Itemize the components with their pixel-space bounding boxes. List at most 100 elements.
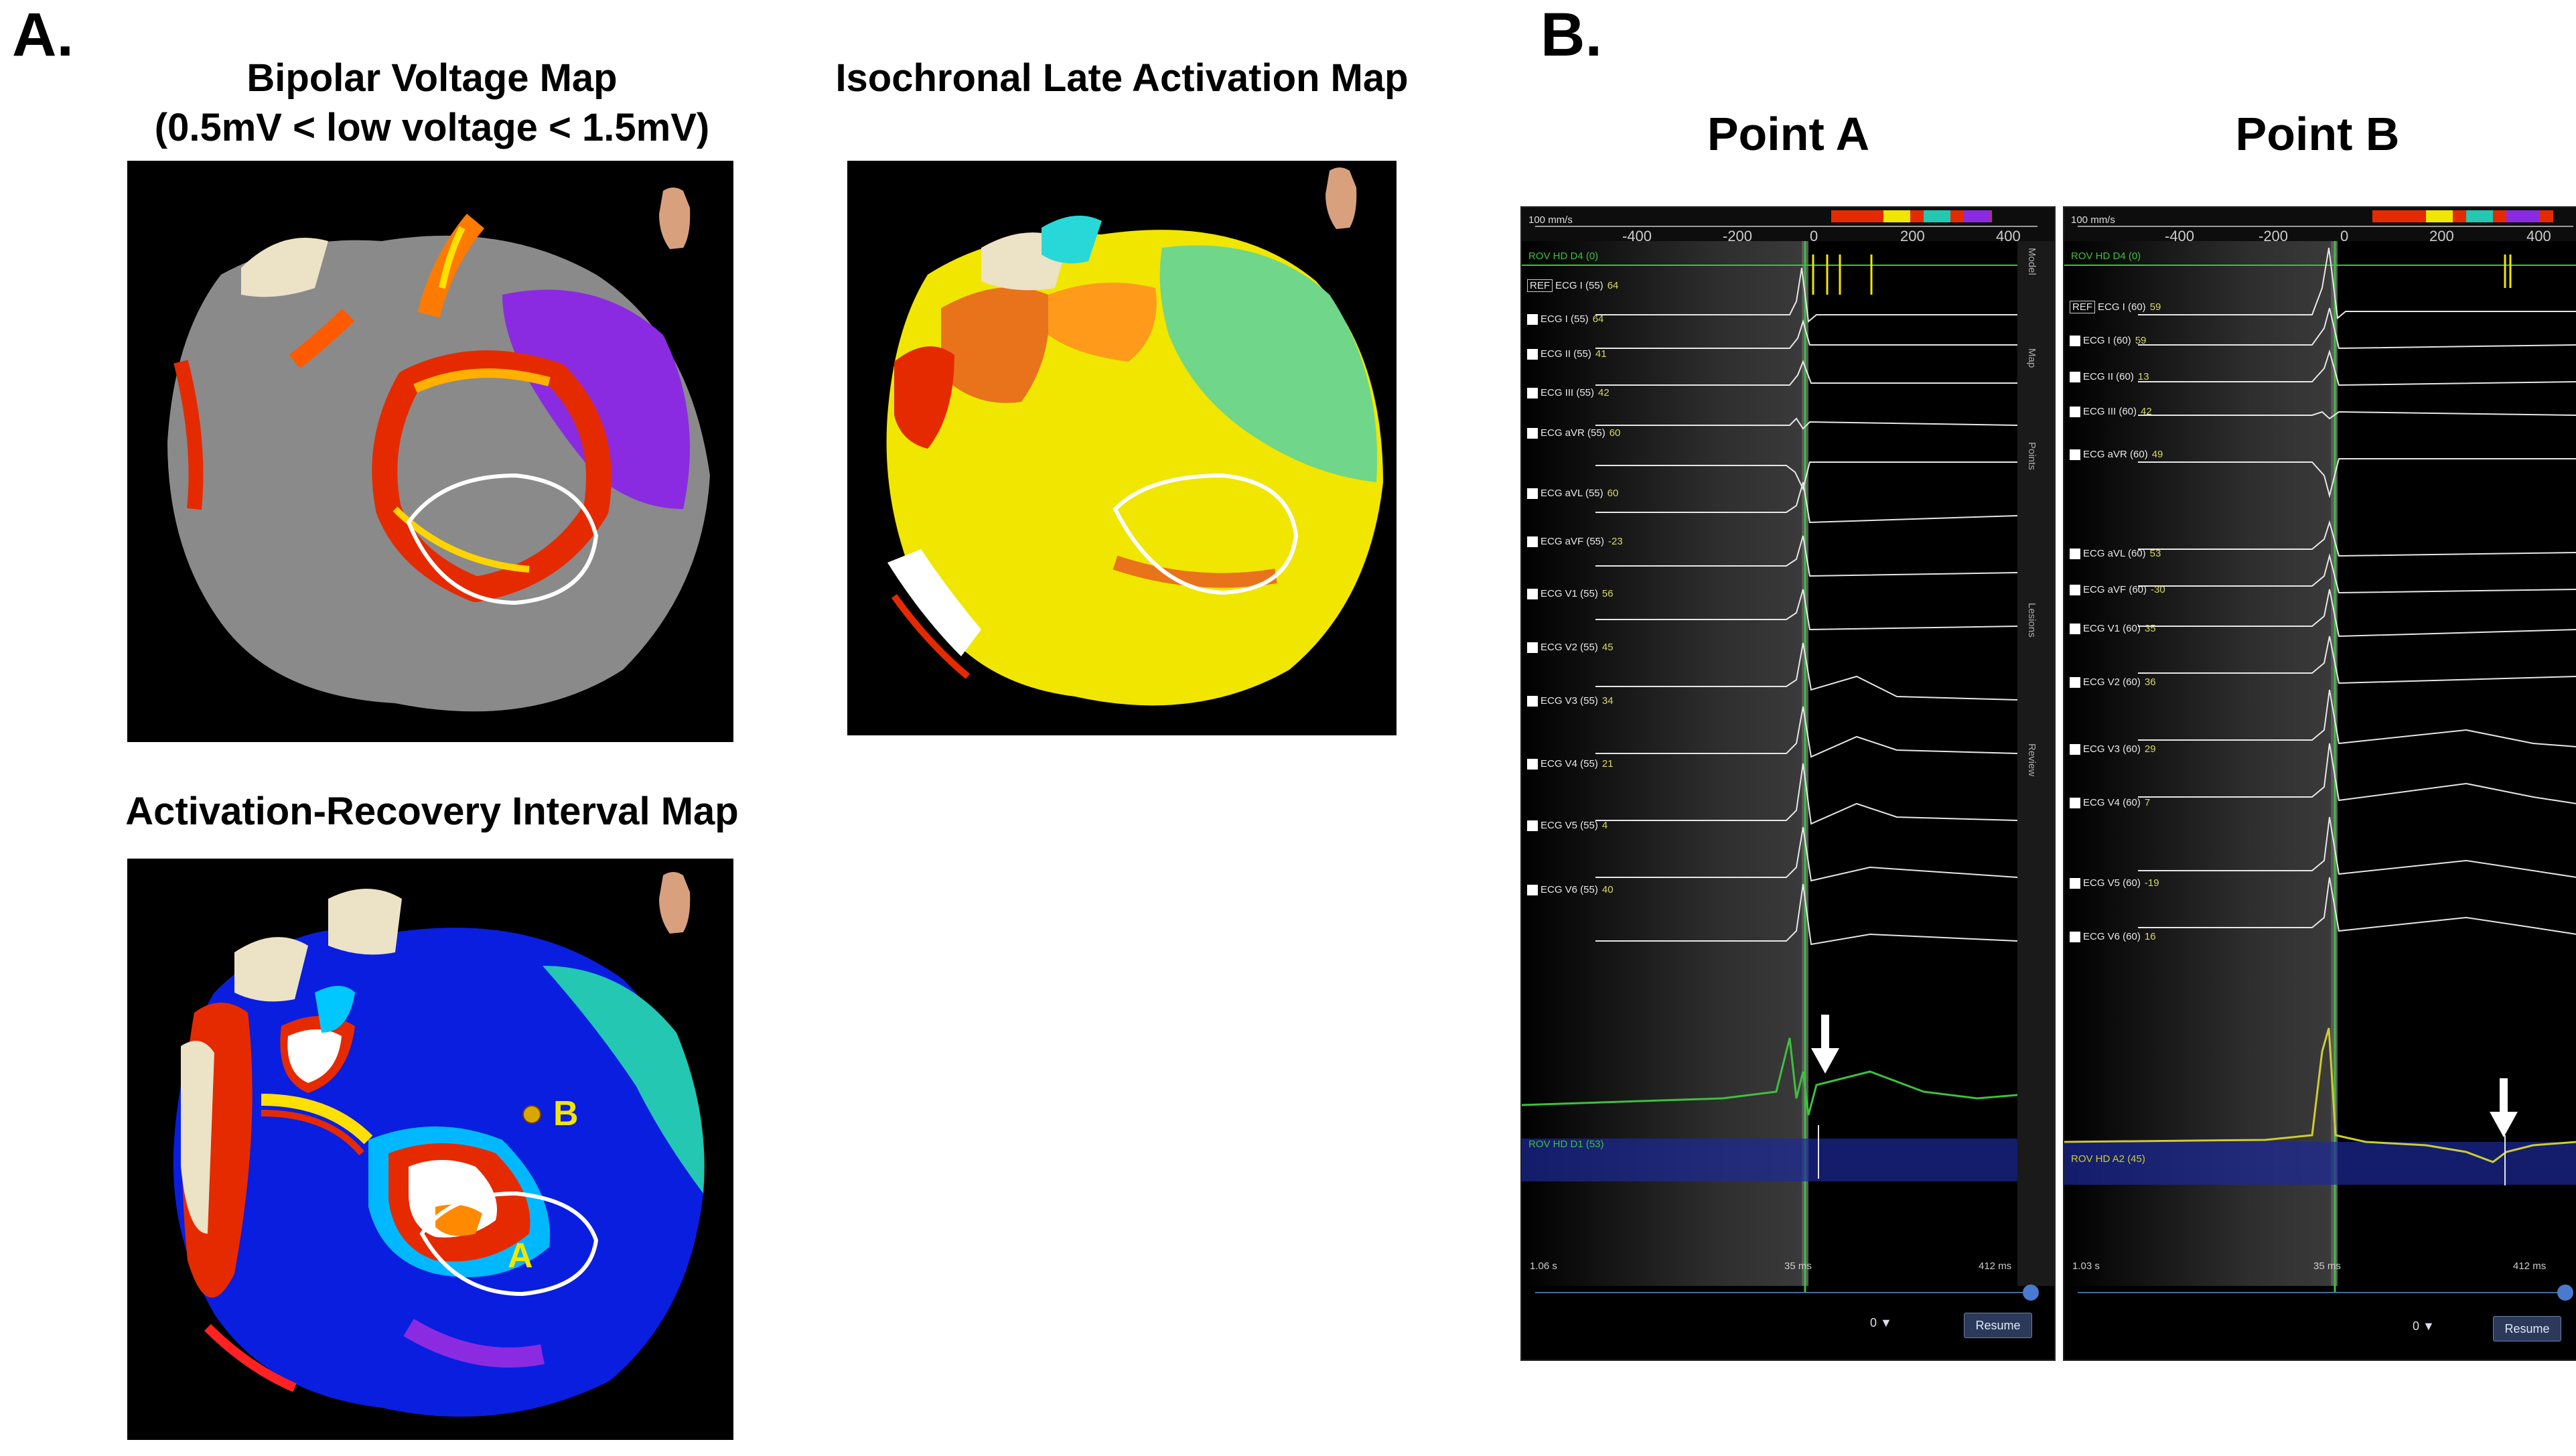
tick-a-0: -400 <box>1622 228 1652 244</box>
side-tab-map[interactable]: Map <box>2026 348 2037 368</box>
lead-value: 53 <box>2149 548 2161 559</box>
checkbox[interactable] <box>2070 585 2080 596</box>
torso-icon <box>1326 167 1357 229</box>
checkbox[interactable] <box>1527 696 1538 707</box>
lead-b-0[interactable]: REF ECG I (60) 59 <box>2070 301 2161 313</box>
bipolar-trace-point-b <box>2064 1027 2576 1163</box>
panel-a-letter: A. <box>12 1 74 69</box>
lead-b-10[interactable]: ECG V4 (60) 7 <box>2070 797 2150 809</box>
lead-b-9[interactable]: ECG V3 (60) 29 <box>2070 743 2156 755</box>
side-tab-model[interactable]: Model <box>2026 248 2037 275</box>
lead-b-5[interactable]: ECG aVL (60) 53 <box>2070 548 2161 560</box>
checkbox[interactable] <box>1527 536 1538 548</box>
lead-name: ECG I (60) <box>2083 335 2131 346</box>
lead-b-6[interactable]: ECG aVF (60) -30 <box>2070 584 2165 596</box>
lead-value: 34 <box>1601 695 1614 707</box>
lead-b-2[interactable]: ECG II (60) 13 <box>2070 371 2149 383</box>
lead-a-6[interactable]: ECG aVF (55) -23 <box>1527 536 1623 548</box>
lead-a-10[interactable]: ECG V4 (55) 21 <box>1527 758 1614 770</box>
lead-a-9[interactable]: ECG V3 (55) 34 <box>1527 695 1614 707</box>
tick-a-1: -200 <box>1723 228 1753 244</box>
ari-map-title: Activation-Recovery Interval Map <box>125 790 739 833</box>
voltage-map-title-line2: (0.5mV < low voltage < 1.5mV) <box>154 106 710 149</box>
checkbox[interactable] <box>2070 744 2080 755</box>
lead-b-8[interactable]: ECG V2 (60) 36 <box>2070 676 2156 688</box>
speed-label-a: 100 mm/s <box>1528 214 1573 226</box>
resume-button-a[interactable]: Resume <box>1964 1313 2032 1338</box>
side-tab-points[interactable]: Points <box>2026 442 2037 470</box>
time-mid-a: 35 ms <box>1784 1260 1812 1272</box>
side-tab-lesions[interactable]: Lesions <box>2026 603 2037 638</box>
lead-name: ECG III (55) <box>1541 387 1595 398</box>
resume-button-b[interactable]: Resume <box>2493 1316 2561 1341</box>
lead-a-2[interactable]: ECG II (55) 41 <box>1527 348 1607 360</box>
top-label-b: ROV HD D4 (0) <box>2071 250 2141 262</box>
lead-name: ECG V2 (55) <box>1541 642 1598 653</box>
tick-a-4: 400 <box>1996 228 2021 244</box>
lead-name: ECG aVF (55) <box>1541 536 1605 547</box>
lead-a-3[interactable]: ECG III (55) 42 <box>1527 387 1609 399</box>
checkbox[interactable] <box>1527 642 1538 654</box>
checkbox[interactable] <box>1527 820 1538 832</box>
ari-map-image: B A <box>127 859 733 1440</box>
lead-b-7[interactable]: ECG V1 (60) 35 <box>2070 623 2156 635</box>
lead-value: 45 <box>1601 642 1614 653</box>
lead-value: -23 <box>1608 536 1623 547</box>
lead-value: 40 <box>1601 884 1614 895</box>
checkbox[interactable] <box>1527 314 1538 325</box>
bipolar-label-a: ROV HD D1 (53) <box>1528 1139 1604 1150</box>
zero-selector-b[interactable]: 0 ▼ <box>2413 1319 2435 1333</box>
lead-b-4[interactable]: ECG aVR (60) 49 <box>2070 449 2163 461</box>
arrow-down-icon-point-b <box>2490 1078 2518 1137</box>
lead-a-0[interactable]: REF ECG I (55) 64 <box>1527 279 1618 292</box>
checkbox[interactable] <box>1527 388 1538 399</box>
checkbox[interactable] <box>2070 336 2080 347</box>
checkbox[interactable] <box>2070 624 2080 635</box>
lead-a-1[interactable]: ECG I (55) 64 <box>1527 313 1603 325</box>
lead-a-12[interactable]: ECG V6 (55) 40 <box>1527 884 1614 896</box>
checkbox[interactable] <box>2070 549 2080 560</box>
lead-b-11[interactable]: ECG V5 (60) -19 <box>2070 877 2159 889</box>
bipolar-label-b: ROV HD A2 (45) <box>2071 1153 2145 1165</box>
checkbox[interactable] <box>2070 932 2080 943</box>
lead-a-7[interactable]: ECG V1 (55) 56 <box>1527 588 1614 600</box>
checkbox[interactable] <box>1527 885 1538 896</box>
checkbox[interactable] <box>1527 349 1538 360</box>
ari-label-a: A <box>508 1236 533 1275</box>
lead-b-1[interactable]: ECG I (60) 59 <box>2070 335 2146 347</box>
tick-b-0: -400 <box>2165 228 2195 244</box>
checkbox[interactable] <box>1527 488 1538 500</box>
checkbox[interactable] <box>2070 798 2080 809</box>
arrow-down-icon-point-a <box>1811 1015 1839 1074</box>
zero-selector-a[interactable]: 0 ▼ <box>1870 1316 1892 1330</box>
zero-value: 0 <box>2413 1319 2420 1333</box>
checkbox[interactable] <box>2070 372 2080 383</box>
lead-a-11[interactable]: ECG V5 (55) 4 <box>1527 820 1607 832</box>
checkbox[interactable] <box>2070 878 2080 889</box>
lead-b-12[interactable]: ECG V6 (60) 16 <box>2070 931 2156 943</box>
lead-value: 56 <box>1601 588 1614 599</box>
lead-b-3[interactable]: ECG III (60) 42 <box>2070 406 2152 418</box>
checkbox[interactable] <box>1527 428 1538 439</box>
checkbox[interactable] <box>2070 449 2080 461</box>
checkbox[interactable] <box>2070 407 2080 418</box>
time-mid-b: 35 ms <box>2313 1260 2341 1272</box>
lead-a-4[interactable]: ECG aVR (55) 60 <box>1527 427 1620 439</box>
voltage-outline <box>406 473 599 605</box>
checkbox[interactable] <box>2070 677 2080 688</box>
torso-icon <box>659 872 691 934</box>
ecg-panel-point-b: 100 mm/s ROV HD D4 (0) -400 -200 0 200 4… <box>2063 206 2576 1361</box>
lead-name: ECG V6 (60) <box>2083 931 2141 942</box>
lead-value: 64 <box>1592 313 1604 325</box>
checkbox[interactable] <box>1527 589 1538 600</box>
lead-a-8[interactable]: ECG V2 (55) 45 <box>1527 642 1614 654</box>
side-tab-review[interactable]: Review <box>2026 743 2037 777</box>
lead-name: ECG V5 (55) <box>1541 820 1598 831</box>
lead-name: ECG V4 (55) <box>1541 758 1598 770</box>
tick-b-2: 0 <box>2340 228 2349 244</box>
checkbox[interactable] <box>1527 759 1538 770</box>
lead-value: 35 <box>2144 623 2156 634</box>
lead-a-5[interactable]: ECG aVL (55) 60 <box>1527 488 1618 500</box>
panel-b-letter: B. <box>1541 1 1602 69</box>
lead-value: 21 <box>1601 758 1614 770</box>
